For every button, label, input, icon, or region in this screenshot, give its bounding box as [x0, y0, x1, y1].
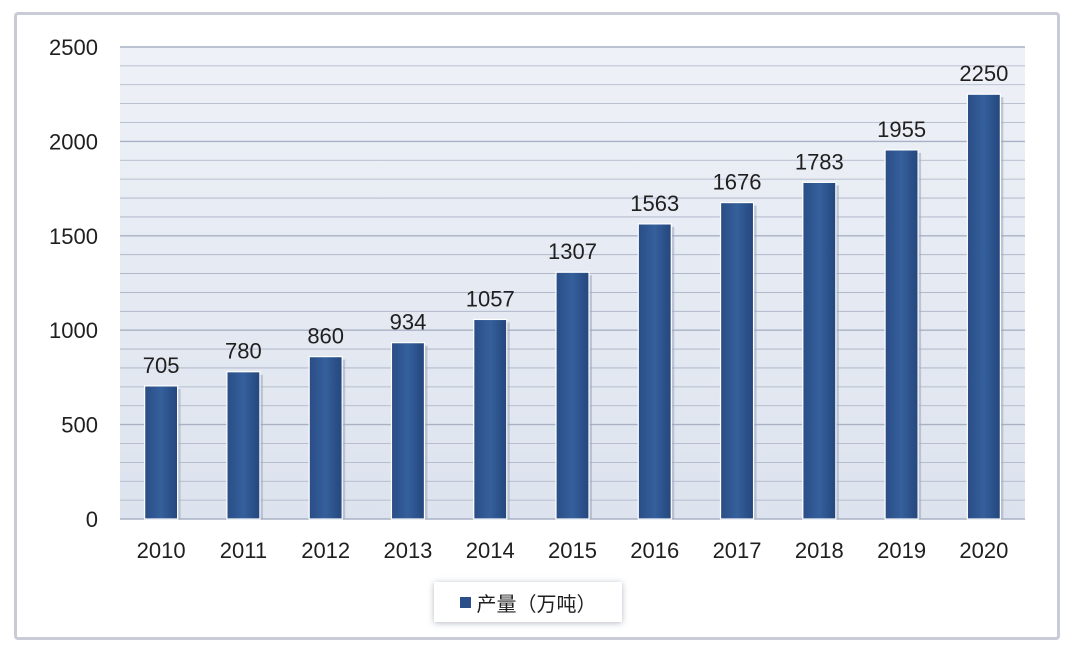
x-tick-label: 2014 — [466, 538, 515, 563]
bar — [802, 181, 837, 520]
y-tick-label: 2000 — [49, 129, 98, 154]
bar — [555, 271, 590, 520]
bar — [226, 371, 261, 520]
y-tick-label: 500 — [61, 413, 98, 438]
data-label: 934 — [390, 310, 427, 335]
data-label: 1563 — [630, 191, 679, 216]
data-label: 705 — [143, 353, 180, 378]
bar — [884, 149, 919, 520]
data-label: 1955 — [877, 117, 926, 142]
legend: 产量（万吨） — [434, 582, 622, 622]
x-tick-label: 2020 — [959, 538, 1008, 563]
bar — [390, 342, 426, 520]
bar — [966, 93, 1001, 520]
x-tick-label: 2019 — [877, 538, 926, 563]
data-label: 2250 — [959, 61, 1008, 86]
bar — [308, 356, 343, 520]
bars — [144, 93, 1004, 520]
bar — [719, 201, 755, 520]
data-label: 1307 — [548, 239, 597, 264]
x-tick-label: 2017 — [713, 538, 762, 563]
legend-swatch — [459, 596, 471, 608]
x-tick-label: 2016 — [630, 538, 679, 563]
x-tick-label: 2018 — [795, 538, 844, 563]
legend-label: 产量（万吨） — [476, 591, 597, 616]
x-tick-label: 2011 — [220, 538, 267, 563]
bar — [637, 223, 672, 520]
y-axis-ticks: 0 500 1000 1500 2000 2500 — [49, 35, 98, 532]
data-label: 860 — [307, 324, 344, 349]
x-tick-label: 2012 — [301, 538, 350, 563]
x-tick-label: 2010 — [137, 538, 186, 563]
x-axis-ticks: 2010 2011 2012 2013 2014 2015 2016 2017 2018 2019… — [137, 538, 1009, 563]
y-tick-label: 2500 — [49, 35, 98, 60]
y-tick-label: 0 — [86, 507, 98, 532]
x-tick-label: 2015 — [548, 538, 597, 563]
y-tick-label: 1000 — [49, 318, 98, 343]
data-label: 1783 — [795, 149, 844, 174]
bar — [144, 385, 179, 520]
x-tick-label: 2013 — [383, 538, 432, 563]
data-label: 1676 — [713, 170, 762, 195]
y-tick-label: 1500 — [49, 224, 98, 249]
bar — [473, 318, 508, 520]
data-labels: 705 780 860 934 1057 1307 1563 1676 1783 1955 2250 — [143, 61, 1009, 378]
data-label: 1057 — [466, 286, 515, 311]
data-label: 780 — [225, 339, 262, 364]
